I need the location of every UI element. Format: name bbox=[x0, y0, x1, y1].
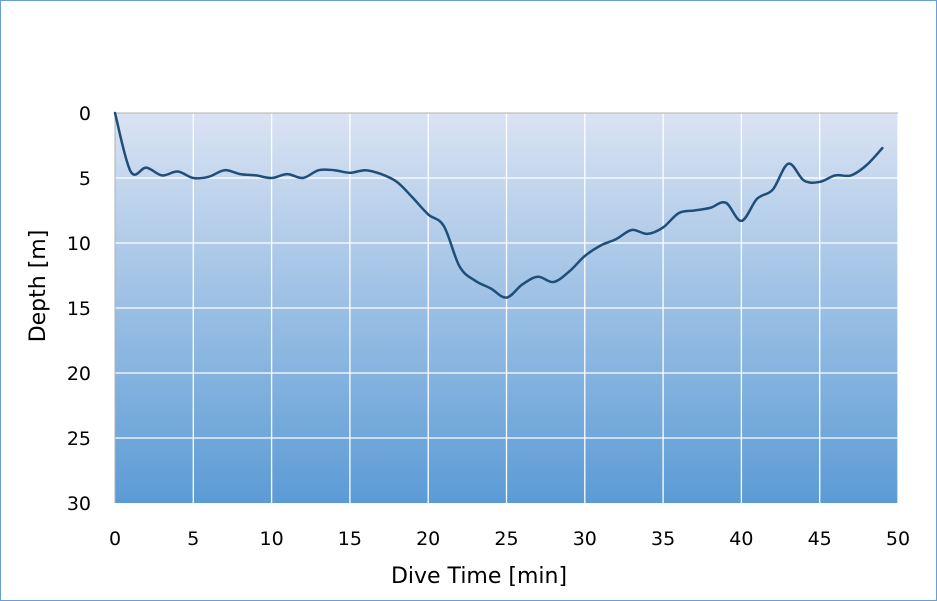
x-tick-label: 5 bbox=[187, 528, 199, 550]
x-axis-ticks: 0 5 10 15 20 25 30 35 40 45 50 bbox=[109, 528, 910, 550]
y-tick-label: 5 bbox=[79, 168, 91, 190]
x-tick-label: 50 bbox=[886, 528, 910, 550]
y-tick-label: 15 bbox=[67, 298, 91, 320]
depth-series-line bbox=[113, 111, 884, 299]
x-tick-label: 10 bbox=[260, 528, 284, 550]
x-tick-label: 15 bbox=[338, 528, 362, 550]
y-tick-label: 30 bbox=[67, 493, 91, 515]
x-tick-label: 35 bbox=[651, 528, 675, 550]
x-tick-label: 45 bbox=[808, 528, 832, 550]
x-tick-label: 30 bbox=[573, 528, 597, 550]
x-tick-label: 20 bbox=[416, 528, 440, 550]
x-axis-label: Dive Time [min] bbox=[391, 564, 567, 589]
x-tick-label: 40 bbox=[729, 528, 753, 550]
x-tick-label: 0 bbox=[109, 528, 121, 550]
y-tick-label: 10 bbox=[67, 233, 91, 255]
y-tick-label: 25 bbox=[67, 428, 91, 450]
gridlines bbox=[114, 112, 899, 503]
y-axis-ticks: 0 5 10 15 20 25 30 bbox=[67, 103, 91, 515]
x-tick-label: 25 bbox=[494, 528, 518, 550]
y-axis-label: Depth [m] bbox=[26, 230, 51, 343]
y-tick-label: 0 bbox=[79, 103, 91, 125]
y-tick-label: 20 bbox=[67, 363, 91, 385]
